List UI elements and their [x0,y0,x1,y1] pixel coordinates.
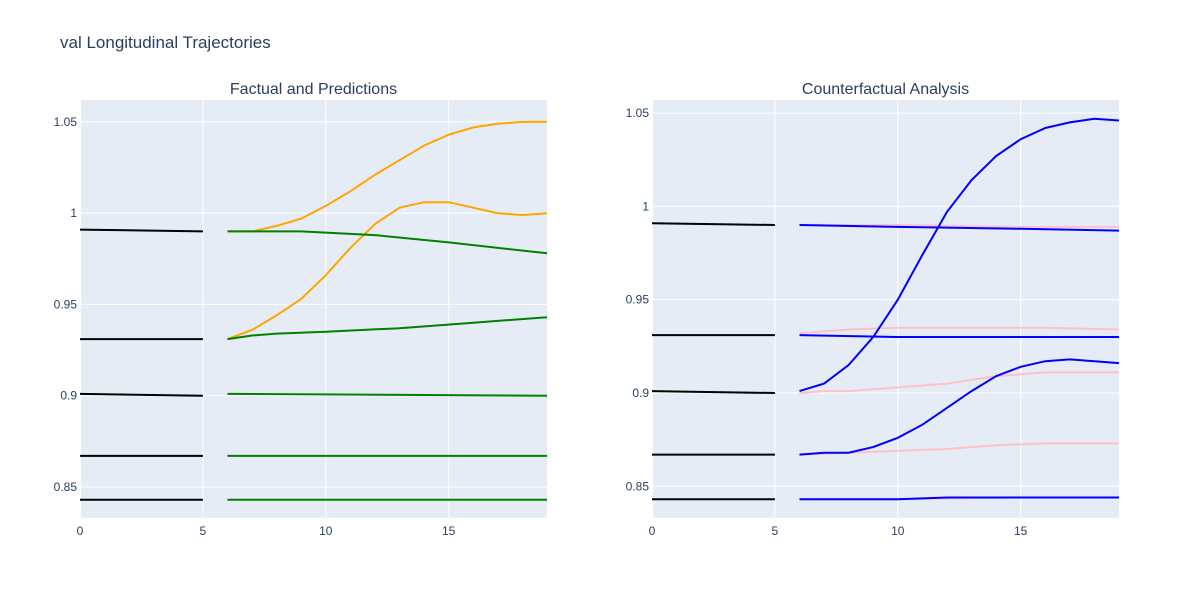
x-tick-label: 15 [442,524,456,538]
plot-area [80,100,547,518]
y-tick-label: 1.05 [54,115,78,129]
series-line-9 [799,442,1119,456]
y-tick-label: 1.05 [626,106,650,120]
series-line-7 [799,326,1120,335]
y-tick-label: 0.85 [54,480,78,494]
y-tick-label: 0.95 [54,297,78,311]
y-tick-label: 1 [642,199,649,213]
series-line-1 [651,222,775,226]
x-tick-label: 10 [891,524,905,538]
series-line-10 [227,392,548,397]
y-tick-label: 1 [70,206,77,220]
series-line-3 [79,392,203,397]
subplot-title: Factual and Predictions [230,81,397,98]
x-tick-label: 10 [319,524,333,538]
series-line-1 [79,228,203,233]
series-line-8 [799,371,1119,394]
y-tick-label: 0.9 [60,389,77,403]
series-line-11 [799,224,1120,232]
y-tick-label: 0.85 [626,479,650,493]
x-tick-label: 15 [1014,524,1028,538]
series-line-15 [799,496,1119,501]
series-line-12 [799,334,1119,338]
series-line-7 [227,201,548,341]
x-tick-label: 0 [77,524,84,538]
series-line-6 [227,120,547,233]
y-tick-label: 0.9 [632,386,649,400]
subplot-title: Counterfactual Analysis [802,81,969,98]
series-line-3 [651,390,775,394]
figure-title: val Longitudinal Trajectories [60,33,271,52]
series-line-14 [799,358,1120,456]
subplot-1: 0.85 0.9 0.95 1 1.05 0 5 10 15 Factual and Predic… [54,81,548,538]
subplot-2: 0.85 0.9 0.95 1 1.05 0 5 10 15 Counterfactual Ana… [626,81,1120,538]
series-line-8 [227,230,548,255]
y-tick-label: 0.95 [626,293,650,307]
plot-area [652,100,1119,518]
x-tick-label: 0 [649,524,656,538]
series-line-13 [799,117,1120,393]
x-tick-label: 5 [772,524,779,538]
x-tick-label: 5 [200,524,207,538]
series-line-9 [227,316,548,341]
